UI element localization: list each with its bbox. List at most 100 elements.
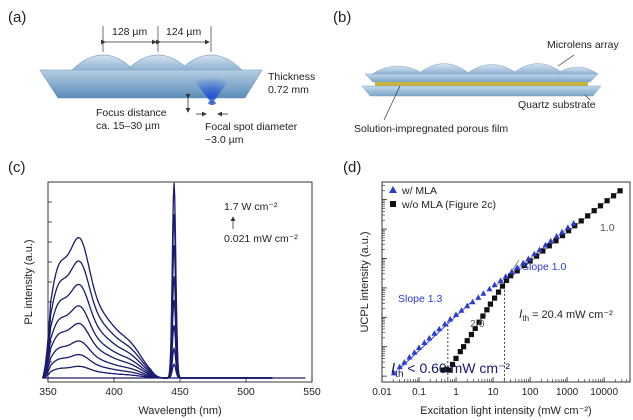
data-point-mla xyxy=(426,334,433,341)
x-tick-label: 100 xyxy=(522,387,539,398)
microlens xyxy=(126,54,190,71)
panel-label-c: (c) xyxy=(8,159,26,176)
data-point-nomla xyxy=(480,313,486,319)
panel-label-d: (d) xyxy=(343,159,361,176)
data-point-nomla xyxy=(492,295,498,301)
data-point-nomla xyxy=(514,268,520,274)
threshold-symbol: Ith = 20.4 mW cm⁻² xyxy=(519,307,613,323)
data-point-nomla xyxy=(566,228,572,234)
data-point-nomla xyxy=(449,361,456,367)
data-point-mla xyxy=(396,363,403,370)
microlens xyxy=(179,54,243,71)
slope-label-mla: Slope 1.3 xyxy=(398,293,443,305)
x-tick-label: 350 xyxy=(39,386,57,398)
data-point-nomla xyxy=(578,218,584,224)
data-point-mla xyxy=(531,250,538,257)
focus-distance-value: ca. 15–30 µm xyxy=(96,120,160,132)
data-point-nomla xyxy=(540,248,546,254)
pitch-left-label: 128 µm xyxy=(112,26,147,38)
x-tick-label: 0.1 xyxy=(412,387,426,398)
microlens xyxy=(465,64,519,75)
data-point-mla xyxy=(480,290,487,296)
data-point-mla xyxy=(411,349,418,355)
data-point-mla xyxy=(469,298,476,305)
data-point-nomla xyxy=(464,338,470,344)
data-point-mla xyxy=(520,259,527,266)
data-point-nomla xyxy=(499,283,506,289)
data-point-nomla xyxy=(508,273,514,279)
spot-diameter-value: ~3.0 µm xyxy=(205,134,244,146)
data-point-nomla xyxy=(503,277,510,283)
data-point-nomla xyxy=(461,344,467,350)
data-point-nomla xyxy=(604,198,610,204)
y-axis-label-c: PL intensity (a.u.) xyxy=(23,239,35,324)
microlens xyxy=(555,66,599,75)
data-point-mla xyxy=(390,369,397,376)
data-point-mla xyxy=(508,268,515,275)
data-point-nomla xyxy=(468,331,474,338)
data-point-mla xyxy=(441,320,448,327)
data-point-nomla xyxy=(553,238,559,244)
x-tick-label: 10 xyxy=(487,387,499,398)
data-point-mla xyxy=(458,307,465,313)
focal-spot xyxy=(208,101,216,105)
quartz-label: Quartz substrate xyxy=(518,99,596,111)
x-ticks-d: 0.01 0.1 1 10 100 1000 10000 xyxy=(372,185,631,398)
focus-distance-label: Focus distance xyxy=(96,107,167,119)
data-point-mla xyxy=(564,224,571,230)
data-point-nomla xyxy=(591,208,597,214)
data-point-mla xyxy=(525,255,532,262)
slope-label-linear: 1.0 xyxy=(600,222,615,234)
data-point-nomla xyxy=(495,289,502,295)
data-point-nomla xyxy=(446,367,452,373)
data-point-mla xyxy=(401,359,408,365)
data-point-mla xyxy=(542,241,549,248)
microlens xyxy=(371,65,425,75)
spectrum-curve xyxy=(42,245,273,379)
data-point-mla xyxy=(436,325,443,332)
mla-substrate xyxy=(364,73,599,83)
panel-a: (a) 128 µm 124 µm Thickness 0.72 mm Focu… xyxy=(8,9,315,146)
data-point-nomla xyxy=(585,213,591,219)
data-point-nomla xyxy=(521,262,527,268)
data-point-mla xyxy=(559,228,565,235)
spectrum-curve xyxy=(42,276,273,379)
thickness-label: Thickness xyxy=(268,71,315,83)
x-tick-label: 500 xyxy=(237,386,255,398)
plot-frame-d xyxy=(381,181,631,383)
data-point-nomla xyxy=(617,188,623,194)
thickness-value: 0.72 mm xyxy=(268,84,309,96)
y-axis-label-d: UCPL intensity (a.u.) xyxy=(359,231,371,332)
data-point-mla xyxy=(447,315,454,322)
slope-label-mla-high: Slope 1.0 xyxy=(522,261,567,273)
data-point-mla xyxy=(453,311,459,317)
panel-label-b: (b) xyxy=(333,9,351,26)
spectrum-curve xyxy=(42,325,273,379)
x-axis-label-d: Excitation light intensity (mW cm⁻²) xyxy=(420,405,591,417)
spectra-curves xyxy=(42,182,306,379)
microlens xyxy=(417,63,471,75)
data-point-nomla xyxy=(559,233,566,239)
data-point-mla xyxy=(475,294,482,300)
data-point-nomla xyxy=(440,367,446,373)
x-ticks-c: 350 400 450 500 550 xyxy=(39,201,321,398)
focus-cone xyxy=(186,70,236,104)
data-point-mla xyxy=(502,273,509,279)
spot-diameter-label: Focal spot diameter xyxy=(205,121,298,133)
data-point-nomla xyxy=(484,307,490,313)
data-point-mla xyxy=(491,281,498,288)
data-point-nomla xyxy=(487,301,493,307)
panel-d: (d) 0.01 0.1 1 10 100 1000 10000 w/ MLA w/o ML… xyxy=(343,159,631,417)
data-point-mla xyxy=(536,246,543,253)
data-point-nomla xyxy=(443,366,449,372)
leader-quartz xyxy=(584,94,591,101)
x-tick-label: 1000 xyxy=(556,387,579,398)
data-point-mla xyxy=(416,344,422,350)
annotation-min: 0.021 mW cm⁻² xyxy=(224,233,298,245)
pitch-right-label: 124 µm xyxy=(166,26,201,38)
data-point-mla xyxy=(514,264,521,270)
data-point-mla xyxy=(421,339,428,345)
film-label: Solution-impregnated porous film xyxy=(354,123,508,135)
legend-label-mla: w/ MLA xyxy=(401,185,437,197)
